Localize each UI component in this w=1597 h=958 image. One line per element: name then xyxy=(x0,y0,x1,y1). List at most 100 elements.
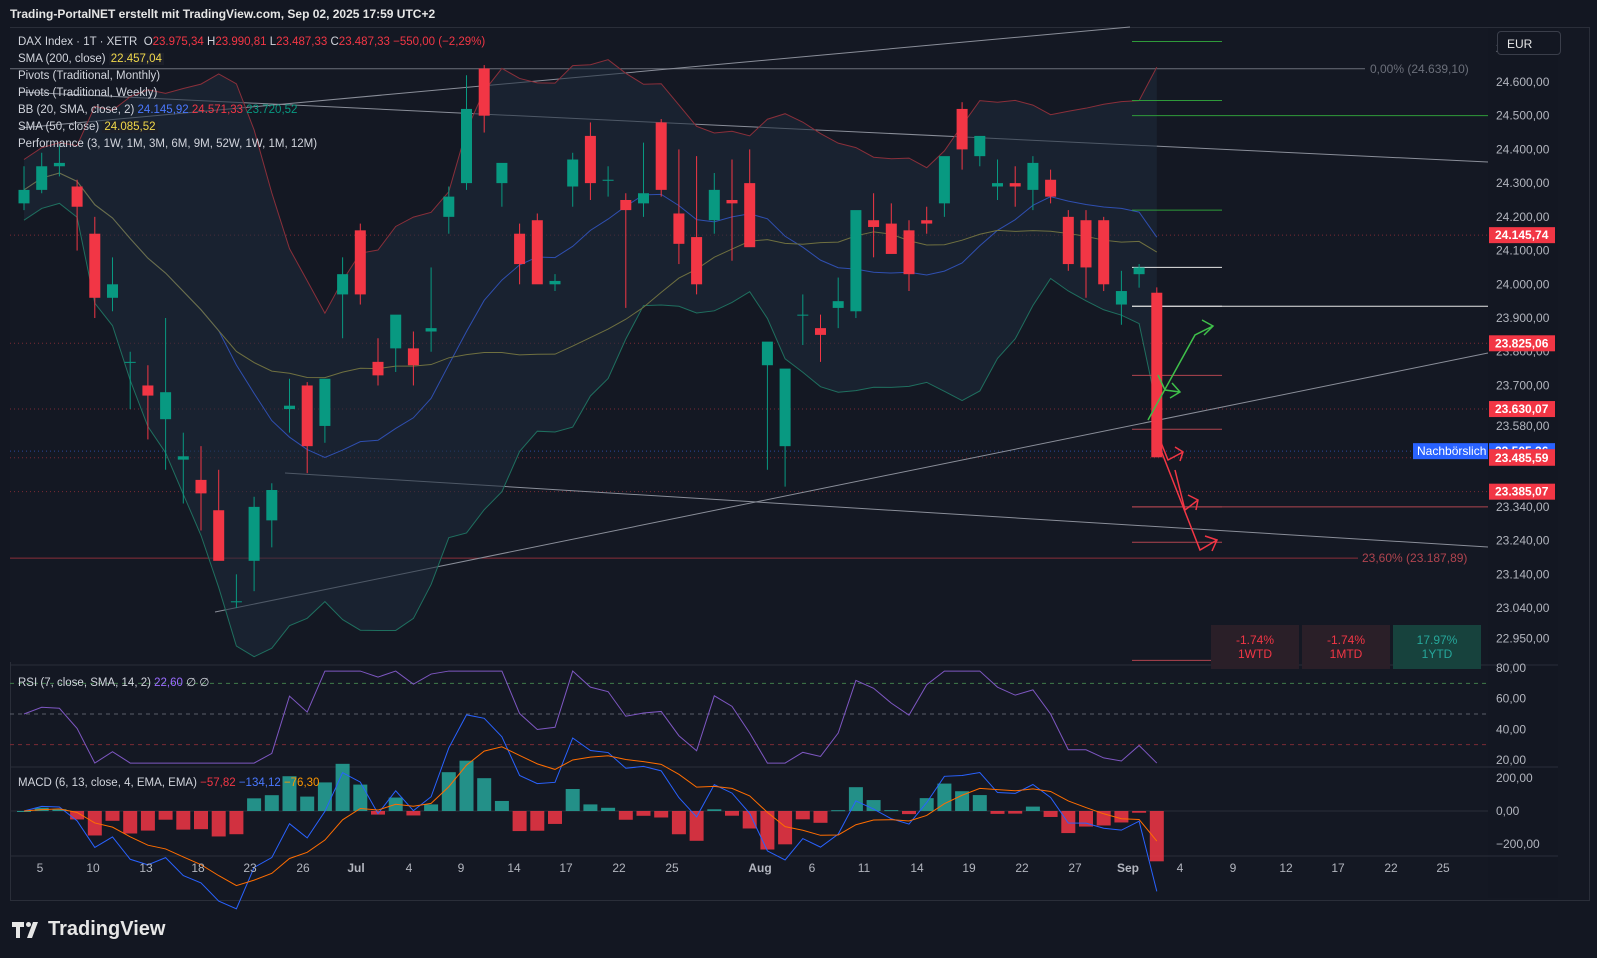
legend-performance[interactable]: Performance (3, 1W, 1M, 3M, 6M, 9M, 52W,… xyxy=(18,138,318,150)
candle-body-38 xyxy=(691,237,703,285)
candle-body-28 xyxy=(514,233,526,265)
fib-label-1: 23,60% (23.187,89) xyxy=(1362,551,1467,565)
price-tag-2: 23.630,07 xyxy=(1495,402,1549,416)
candle-body-7 xyxy=(142,385,154,396)
macd-hist-2 xyxy=(52,809,67,811)
candle-body-41 xyxy=(744,183,756,248)
tradingview-logo-icon xyxy=(12,921,38,938)
rsi-label: RSI (7, close, SMA, 14, 2) xyxy=(18,677,151,689)
legend-bb-row[interactable]: BB (20, SMA, close, 2) 24.145,92 24.571,… xyxy=(18,102,485,119)
macd-hist-11 xyxy=(211,811,226,837)
candle-body-26 xyxy=(478,68,490,116)
bb-lower-line xyxy=(23,202,1158,658)
price-tick-4: 23.340,00 xyxy=(1496,500,1550,514)
legend-sma200-label: SMA (200, close) xyxy=(18,53,106,65)
legend-sma200-row[interactable]: SMA (200, close) 22.457,04 xyxy=(18,51,485,68)
time-tick-9: 14 xyxy=(507,861,521,875)
macd-hist-59 xyxy=(1061,811,1076,834)
macd-hist-53 xyxy=(955,791,970,811)
currency-button[interactable]: EUR xyxy=(1497,31,1561,55)
macd-hist-17 xyxy=(317,782,332,811)
candle-body-48 xyxy=(868,220,880,227)
candle-body-9 xyxy=(177,456,189,460)
candle-body-3 xyxy=(71,186,83,207)
macd-hist-49 xyxy=(884,810,899,812)
macd-hist-34 xyxy=(618,811,633,820)
price-tag-6: 23.385,07 xyxy=(1495,485,1549,499)
legend-c-label: C xyxy=(330,36,339,48)
price-tick-9: 24.000,00 xyxy=(1496,277,1550,291)
macd-hist-6 xyxy=(123,811,138,834)
candle-body-40 xyxy=(726,199,738,204)
rsi-tick-1: 60,00 xyxy=(1496,692,1526,706)
macd-value: −134,12 xyxy=(238,777,281,789)
macd-hist-13 xyxy=(247,798,262,811)
perf-box-1mtd: -1.74% 1MTD xyxy=(1302,625,1390,669)
macd-legend[interactable]: MACD (6, 13, close, 4, EMA, EMA) −57,82 … xyxy=(18,777,319,789)
time-tick-26: 25 xyxy=(1436,861,1450,875)
legend-symbol-row[interactable]: DAX Index · 1T · XETR O23.975,34 H23.990… xyxy=(18,34,485,51)
time-tick-2: 13 xyxy=(139,861,153,875)
legend-pivots-weekly[interactable]: Pivots (Traditional, Weekly) xyxy=(18,87,158,99)
macd-hist-value: −57,82 xyxy=(200,777,236,789)
macd-hist-42 xyxy=(760,811,775,850)
macd-line xyxy=(23,714,1158,910)
legend-bb-upper: 24.571,33 xyxy=(191,104,244,116)
macd-hist-46 xyxy=(831,810,846,812)
candle-body-52 xyxy=(938,156,950,204)
legend-h-label: H xyxy=(207,36,216,48)
price-tick-10: 24.100,00 xyxy=(1496,244,1550,258)
perf-1ytd-value: 17.97% xyxy=(1416,633,1458,647)
time-tick-18: 22 xyxy=(1015,861,1029,875)
price-tag-side-bg-3 xyxy=(1413,443,1488,460)
macd-hist-62 xyxy=(1114,811,1129,823)
macd-hist-64 xyxy=(1149,811,1164,862)
macd-hist-58 xyxy=(1043,811,1058,817)
macd-label: MACD (6, 13, close, 4, EMA, EMA) xyxy=(18,777,197,789)
tradingview-logo[interactable]: TradingView xyxy=(12,918,165,941)
time-tick-11: 22 xyxy=(612,861,626,875)
macd-hist-7 xyxy=(140,811,155,831)
candle-body-51 xyxy=(921,220,933,224)
candle-body-45 xyxy=(815,328,826,335)
time-tick-8: 9 xyxy=(458,861,465,875)
legend-low: 23.487,33 xyxy=(276,36,328,48)
price-tag-bg-0 xyxy=(1489,227,1555,244)
legend-sma50-row[interactable]: SMA (50, close) 24.085,52 xyxy=(18,119,485,136)
candle-body-6 xyxy=(124,361,136,363)
main-legend: DAX Index · 1T · XETR O23.975,34 H23.990… xyxy=(18,34,485,153)
time-tick-19: 27 xyxy=(1068,861,1082,875)
candle-body-54 xyxy=(974,135,986,157)
macd-signal-line xyxy=(23,746,1158,887)
perf-box-1ytd: 17.97% 1YTD xyxy=(1393,625,1481,669)
price-tick-1: 23.040,00 xyxy=(1496,601,1550,615)
macd-hist-48 xyxy=(866,800,881,811)
macd-hist-23 xyxy=(424,804,439,811)
candle-body-5 xyxy=(107,284,118,298)
legend-bb-lower: 23.720,52 xyxy=(246,104,298,116)
rsi-tick-3: 20,00 xyxy=(1496,753,1526,767)
chart-header: Trading-PortalNET erstellt mit TradingVi… xyxy=(10,7,436,21)
macd-hist-19 xyxy=(353,784,368,811)
macd-hist-47 xyxy=(848,787,863,811)
candle-body-19 xyxy=(354,230,366,295)
candle-body-62 xyxy=(1115,291,1127,305)
price-tag-bg-5 xyxy=(1489,449,1555,466)
candle-body-33 xyxy=(602,179,614,181)
rsi-legend[interactable]: RSI (7, close, SMA, 14, 2) 22,60 ∅ ∅ xyxy=(18,675,209,689)
macd-hist-43 xyxy=(778,811,793,845)
macd-hist-40 xyxy=(725,811,739,816)
time-tick-17: 19 xyxy=(962,861,976,875)
macd-hist-37 xyxy=(671,811,686,835)
sma50-line xyxy=(23,172,1158,379)
macd-hist-50 xyxy=(902,811,916,815)
price-tag-bg-1 xyxy=(1489,335,1555,352)
price-tick-2: 23.140,00 xyxy=(1496,567,1550,581)
legend-pivots-monthly[interactable]: Pivots (Traditional, Monthly) xyxy=(18,70,161,82)
perf-1wtd-label: 1WTD xyxy=(1238,647,1272,661)
legend-sma200-value: 22.457,04 xyxy=(108,53,164,65)
macd-hist-61 xyxy=(1096,811,1111,826)
candle-body-16 xyxy=(301,385,313,447)
macd-tick-1: 0,00 xyxy=(1496,804,1520,818)
